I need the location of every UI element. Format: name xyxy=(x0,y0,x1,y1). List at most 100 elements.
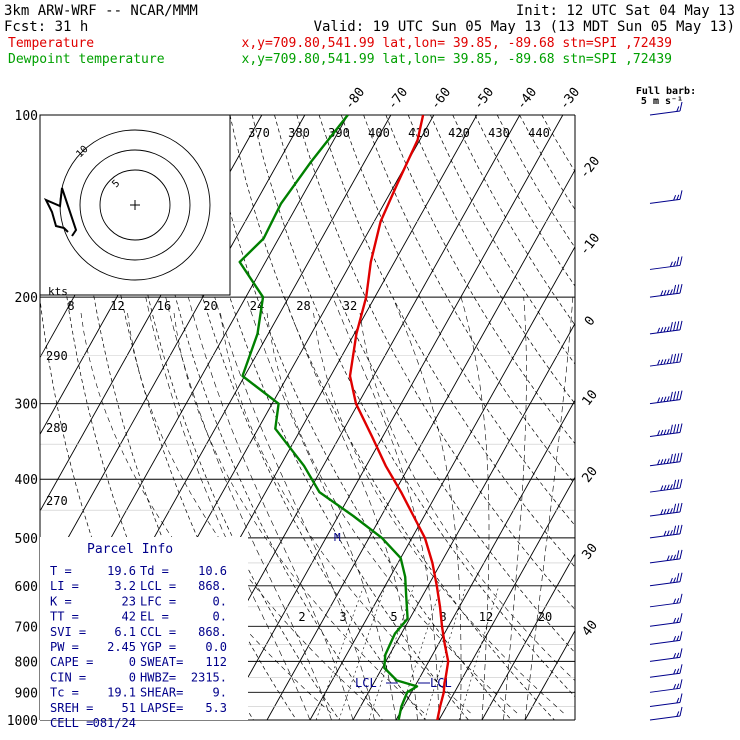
parcel-row-right-label: LCL = xyxy=(140,579,176,593)
temperature-profile xyxy=(348,115,450,720)
wind-barb-flag xyxy=(666,555,670,561)
parcel-row-right-label: LFC = xyxy=(140,594,176,608)
wind-barb-flag xyxy=(679,549,683,560)
level-mark-label: M xyxy=(334,531,341,544)
parcel-row-left-value: 6.1 xyxy=(114,625,136,639)
moist-adiabat xyxy=(214,297,375,720)
dry-adiabat xyxy=(162,115,426,720)
parcel-row-right-value: 0. xyxy=(213,594,227,608)
isotherm-label: -80 xyxy=(342,85,368,113)
wind-barb-flag xyxy=(679,352,683,363)
wind-barb-flag xyxy=(673,577,677,583)
wind-barb-staff xyxy=(649,487,681,493)
wind-barb-flag xyxy=(679,664,683,674)
wind-barb-staff xyxy=(649,329,681,335)
valid-time: Valid: 19 UTC Sun 05 May 13 (13 MDT Sun … xyxy=(314,19,735,35)
wind-barb-flag xyxy=(673,636,677,642)
parcel-row-left-value: 42 xyxy=(122,610,136,624)
wind-barb-flag xyxy=(663,396,667,402)
wind-barb-flag xyxy=(676,194,680,201)
wind-barb-flag xyxy=(676,598,680,604)
wind-barb-flag xyxy=(669,529,673,536)
dry-adiabat xyxy=(340,115,575,526)
wind-barb-flag xyxy=(673,391,677,401)
theta-label: 440 xyxy=(528,126,550,140)
parcel-row-right-value: 5.3 xyxy=(205,701,227,715)
dry-adiabat xyxy=(407,115,575,405)
pressure-tick-label: 400 xyxy=(15,473,38,488)
barb-legend-title: Full barb: xyxy=(636,86,696,97)
mixing-ratio-label: 3 xyxy=(339,610,346,624)
parcel-row-right-label: Td = xyxy=(140,564,169,578)
wind-barb-flag xyxy=(660,396,664,403)
wind-barb-staff xyxy=(649,656,681,662)
isotherm-line xyxy=(40,115,306,589)
theta-label: 390 xyxy=(328,126,350,140)
speed-axis-label: 32 xyxy=(343,299,357,313)
wind-barb-flag xyxy=(666,396,670,402)
wind-barb-flag xyxy=(663,429,667,435)
wind-barb-flag xyxy=(679,320,683,330)
wind-barb-flag xyxy=(657,459,661,465)
isotherm-line xyxy=(352,322,575,720)
wind-barb-flag xyxy=(676,390,680,401)
wind-barb-flag xyxy=(666,289,670,295)
isotherm-line xyxy=(524,629,575,720)
wind-barb-flag xyxy=(676,668,680,674)
parcel-row-right-value: 112 xyxy=(205,655,227,669)
wind-barb-flag xyxy=(679,284,683,294)
isotherm-label: -50 xyxy=(471,85,497,113)
parcel-row-right-label: EL = xyxy=(140,610,169,624)
wind-barb-staff xyxy=(649,264,681,270)
parcel-row-right-value: 0. xyxy=(213,610,227,624)
theta-left-label: 280 xyxy=(46,421,68,435)
wind-barb-flag xyxy=(673,195,677,201)
wind-barb-staff xyxy=(649,687,681,693)
parcel-row-left-label: LI = xyxy=(50,579,79,593)
wind-barb-flag xyxy=(673,453,677,463)
dry-adiabat xyxy=(229,115,555,720)
wind-barb-flag xyxy=(657,430,661,436)
parcel-row-left-label: SREH = xyxy=(50,701,93,715)
mixing-ratio-label: 5 xyxy=(390,610,397,624)
wind-barb-flag xyxy=(676,652,680,658)
wind-barb-flag xyxy=(679,631,683,641)
pressure-tick-label: 200 xyxy=(15,291,38,306)
mixing-ratio-label: 12 xyxy=(479,610,493,624)
parcel-row-left-label: SVI = xyxy=(50,625,86,639)
isotherm-line xyxy=(266,169,575,720)
speed-axis-label: 16 xyxy=(157,299,171,313)
hodograph-trace xyxy=(43,187,78,237)
parcel-row-right-label: SWEAT= xyxy=(140,655,183,669)
wind-barb-flag xyxy=(673,479,677,490)
wind-barb-flag xyxy=(673,617,677,624)
wind-barb-flag xyxy=(679,524,683,534)
wind-barb-flag xyxy=(679,648,683,658)
wind-barb-flag xyxy=(679,101,683,112)
parcel-row-right-value: 2315. xyxy=(191,670,227,684)
model-title: 3km ARW-WRF -- NCAR/MMM xyxy=(4,3,198,19)
parcel-row-right-value: 868. xyxy=(198,625,227,639)
parcel-row-left-value: 0 xyxy=(129,670,136,684)
wind-barb-flag xyxy=(676,353,680,363)
wind-barb-flag xyxy=(663,508,667,515)
isotherm-label: 30 xyxy=(580,541,601,563)
init-time: Init: 12 UTC Sat 04 May 13 xyxy=(516,3,735,19)
hodograph-units: kts xyxy=(48,285,68,298)
wind-barb-flag xyxy=(673,683,677,690)
wind-barb-flag xyxy=(657,359,661,366)
wind-barb-flag xyxy=(663,358,667,365)
parcel-row-right-label: SHEAR= xyxy=(140,686,183,700)
wind-barb-staff xyxy=(649,702,681,708)
speed-axis-label: 8 xyxy=(67,299,74,313)
moist-adiabat xyxy=(284,296,418,720)
isotherm-label: -60 xyxy=(428,85,454,113)
wind-barb-staff xyxy=(649,715,681,721)
parcel-row-left-value: 081/24 xyxy=(93,716,136,730)
dry-adiabat xyxy=(519,115,575,210)
moist-adiabat xyxy=(165,297,332,720)
wind-barb-flag xyxy=(673,525,677,535)
theta-label: 420 xyxy=(448,126,470,140)
wind-barb-flag xyxy=(676,453,680,463)
pressure-tick-label: 900 xyxy=(15,686,38,701)
